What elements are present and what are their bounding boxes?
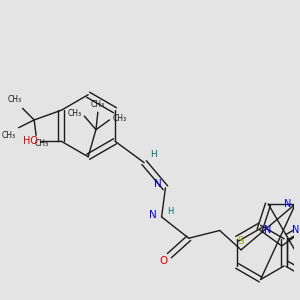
Text: CH₃: CH₃: [2, 131, 16, 140]
Text: CH₃: CH₃: [91, 100, 105, 109]
Text: HO: HO: [23, 136, 38, 146]
Text: O: O: [159, 256, 168, 266]
Text: N: N: [149, 210, 157, 220]
Text: N: N: [264, 225, 271, 235]
Text: CH₃: CH₃: [35, 139, 49, 148]
Text: S: S: [238, 236, 244, 246]
Text: N: N: [292, 225, 300, 235]
Text: CH₃: CH₃: [8, 95, 22, 104]
Text: N: N: [284, 199, 291, 209]
Text: H: H: [167, 207, 174, 216]
Text: N: N: [154, 179, 162, 189]
Text: CH₃: CH₃: [68, 109, 82, 118]
Text: CH₃: CH₃: [112, 113, 126, 122]
Text: H: H: [150, 150, 157, 159]
